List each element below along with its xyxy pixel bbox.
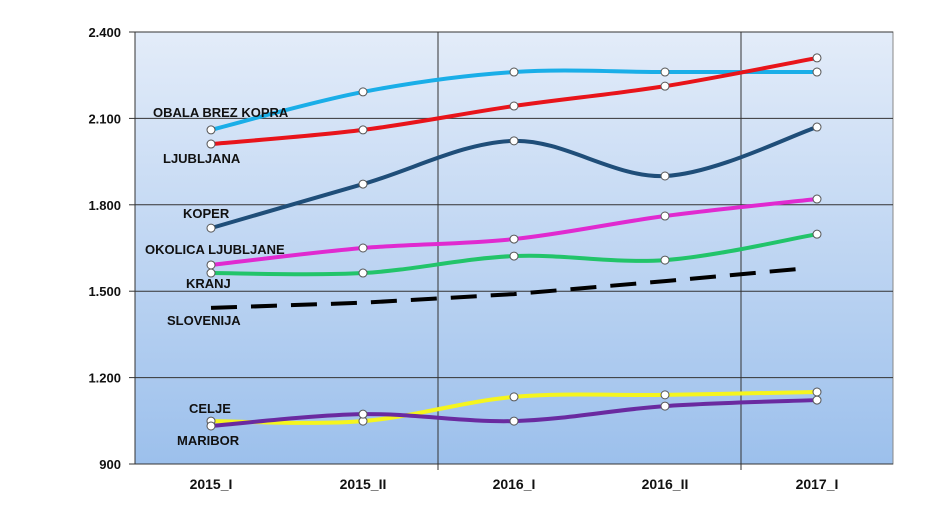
data-point-kranj bbox=[358, 268, 368, 278]
series-label-koper: KOPER bbox=[183, 206, 230, 221]
data-point-maribor bbox=[812, 395, 822, 405]
data-point-maribor bbox=[206, 421, 216, 431]
data-point-obala-brez-kopra bbox=[509, 67, 519, 77]
y-tick-label: 2.400 bbox=[88, 25, 121, 40]
y-tick-label: 900 bbox=[99, 457, 121, 472]
series-label-obala-brez-kopra: OBALA BREZ KOPRA bbox=[153, 105, 289, 120]
data-point-koper bbox=[660, 171, 670, 181]
y-tick-label: 1.800 bbox=[88, 198, 121, 213]
series-label-maribor: MARIBOR bbox=[177, 433, 240, 448]
data-point-obala-brez-kopra bbox=[358, 87, 368, 97]
series-label-okolica-ljubljane: OKOLICA LJUBLJANE bbox=[145, 242, 285, 257]
x-tick-label: 2017_I bbox=[796, 476, 839, 492]
y-tick-label: 2.100 bbox=[88, 111, 121, 126]
x-tick-label: 2015_I bbox=[190, 476, 233, 492]
data-point-ljubljana bbox=[812, 53, 822, 63]
data-point-okolica-ljubljane bbox=[812, 194, 822, 204]
data-point-celje bbox=[812, 387, 822, 397]
data-point-maribor bbox=[660, 401, 670, 411]
data-point-celje bbox=[660, 390, 670, 400]
series-label-celje: CELJE bbox=[189, 401, 231, 416]
x-tick-label: 2015_II bbox=[340, 476, 387, 492]
data-point-koper bbox=[206, 223, 216, 233]
series-label-kranj: KRANJ bbox=[186, 276, 231, 291]
data-point-kranj bbox=[206, 268, 216, 278]
data-point-obala-brez-kopra bbox=[660, 67, 670, 77]
data-point-okolica-ljubljane bbox=[509, 234, 519, 244]
x-tick-label: 2016_I bbox=[493, 476, 536, 492]
data-point-maribor bbox=[509, 416, 519, 426]
data-point-kranj bbox=[509, 251, 519, 261]
data-point-obala-brez-kopra bbox=[812, 67, 822, 77]
data-point-obala-brez-kopra bbox=[206, 125, 216, 135]
data-point-ljubljana bbox=[358, 125, 368, 135]
data-point-celje bbox=[509, 392, 519, 402]
data-point-ljubljana bbox=[206, 139, 216, 149]
y-tick-label: 1.200 bbox=[88, 371, 121, 386]
series-label-slovenija: SLOVENIJA bbox=[167, 313, 241, 328]
data-point-okolica-ljubljane bbox=[206, 260, 216, 270]
y-tick-label: 1.500 bbox=[88, 284, 121, 299]
data-point-koper bbox=[812, 122, 822, 132]
data-point-okolica-ljubljane bbox=[660, 211, 670, 221]
data-point-ljubljana bbox=[660, 81, 670, 91]
data-point-ljubljana bbox=[509, 101, 519, 111]
data-point-kranj bbox=[812, 229, 822, 239]
x-tick-label: 2016_II bbox=[642, 476, 689, 492]
data-point-koper bbox=[509, 136, 519, 146]
data-point-maribor bbox=[358, 409, 368, 419]
series-label-ljubljana: LJUBLJANA bbox=[163, 151, 241, 166]
series-line-slovenija bbox=[210, 266, 808, 310]
data-point-okolica-ljubljane bbox=[358, 243, 368, 253]
data-point-kranj bbox=[660, 255, 670, 265]
data-point-koper bbox=[358, 179, 368, 189]
